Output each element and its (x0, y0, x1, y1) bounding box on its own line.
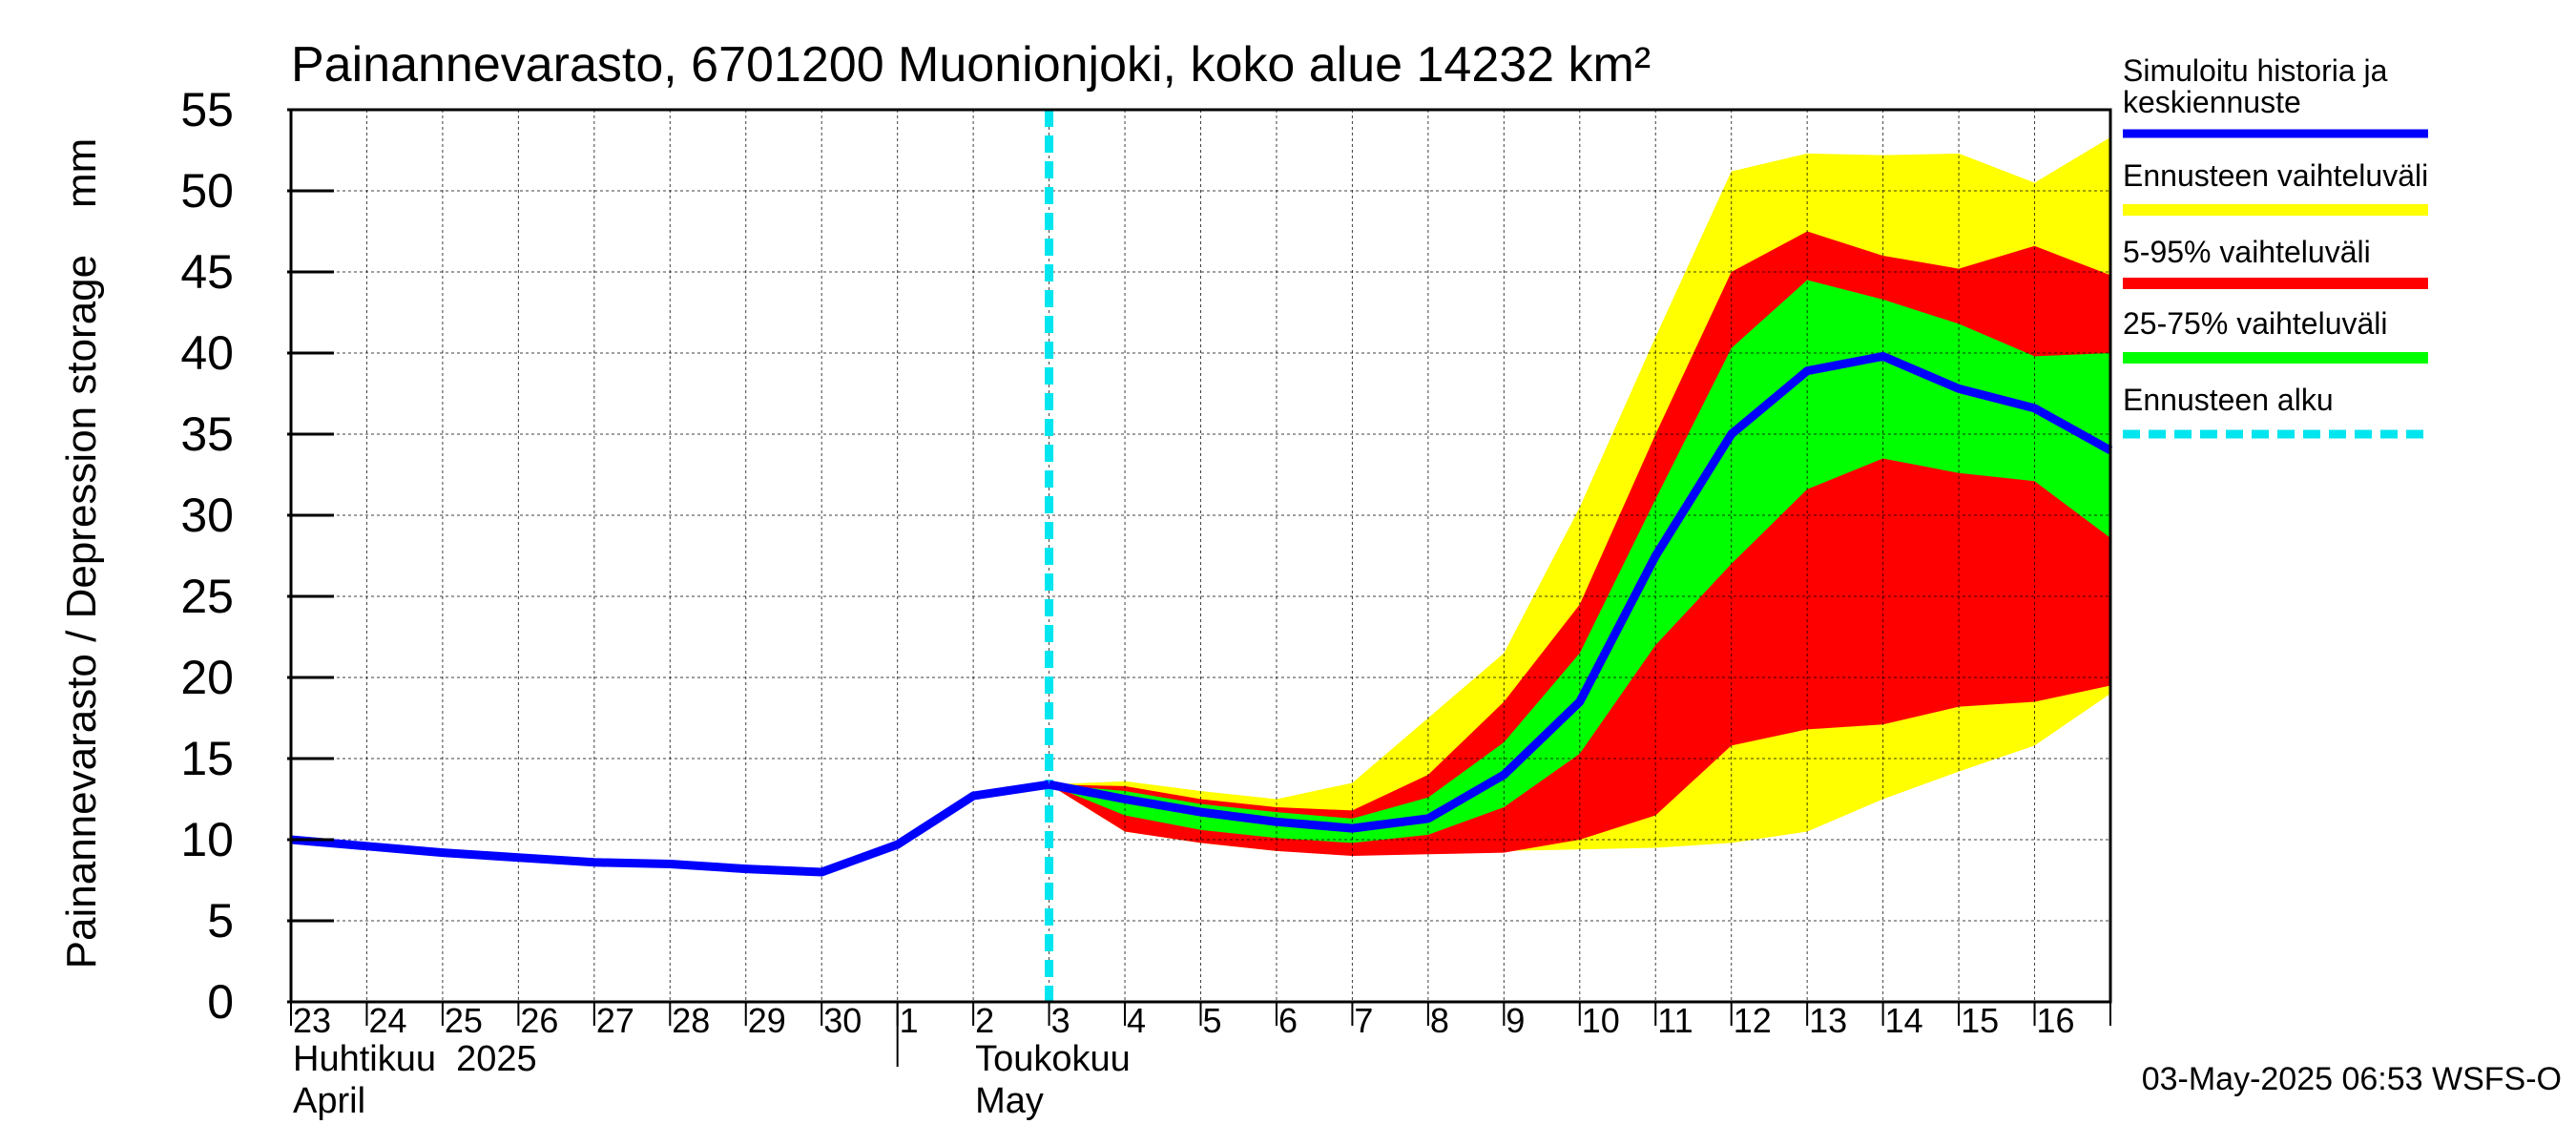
x-tick-label: 29 (748, 1001, 786, 1040)
forecast-bands (1049, 136, 2110, 856)
month-label-english: April (293, 1081, 365, 1121)
band-p25-75 (1049, 280, 2110, 843)
legend: Simuloitu historia ja keskiennuste Ennus… (2123, 53, 2428, 439)
x-tick-label: 25 (445, 1001, 483, 1040)
y-tick-label: 20 (180, 651, 234, 704)
x-tick-label: 14 (1885, 1001, 1923, 1040)
x-tick-label: 3 (1051, 1001, 1070, 1040)
y-tick-label: 25 (180, 570, 234, 623)
series-lines (290, 110, 2113, 1002)
y-tick-label: 5 (207, 894, 234, 947)
month-label: Huhtikuu 2025 (293, 1039, 537, 1079)
history-line (290, 780, 1050, 877)
y-axis-label: Painannevarasto / Depression storage mm (58, 138, 105, 969)
x-tick-label: 26 (520, 1001, 558, 1040)
axes (287, 108, 2112, 1067)
x-tick-label: 12 (1734, 1001, 1772, 1040)
y-tick-label: 35 (180, 407, 234, 461)
x-tick-label: 11 (1657, 1001, 1693, 1040)
x-tick-label: 13 (1809, 1001, 1847, 1040)
chart-title: Painannevarasto, 6701200 Muonionjoki, ko… (291, 37, 1651, 93)
x-tick-label: 4 (1127, 1001, 1146, 1040)
x-tick-label: 9 (1506, 1001, 1525, 1040)
x-tick-label: 1 (900, 1001, 919, 1040)
x-tick-label: 28 (672, 1001, 710, 1040)
x-tick-label: 2 (975, 1001, 994, 1040)
y-tick-label: 0 (207, 975, 234, 1029)
legend-p25-75-label: 25-75% vaihteluväli (2123, 306, 2388, 341)
y-tick-label: 50 (180, 164, 234, 218)
x-tick-label: 8 (1430, 1001, 1449, 1040)
legend-full-range-label: Ennusteen vaihteluväli (2123, 158, 2428, 193)
x-tick-label: 5 (1203, 1001, 1222, 1040)
month-label-english: May (975, 1081, 1044, 1121)
x-tick-label: 10 (1582, 1001, 1620, 1040)
y-tick-label: 15 (180, 732, 234, 785)
x-tick-label: 23 (293, 1001, 331, 1040)
x-tick-label: 6 (1278, 1001, 1298, 1040)
x-tick-label: 16 (2037, 1001, 2075, 1040)
month-label: Toukokuu (975, 1039, 1131, 1079)
x-tick-label: 15 (1961, 1001, 1999, 1040)
x-tick-label: 30 (823, 1001, 862, 1040)
y-tick-label: 30 (180, 489, 234, 542)
legend-history-label-line1: Simuloitu historia ja (2123, 53, 2388, 88)
y-tick-label: 10 (180, 813, 234, 866)
median-forecast-line (1048, 351, 2113, 833)
legend-forecast-start-label: Ennusteen alku (2123, 383, 2334, 417)
x-tick-label: 27 (596, 1001, 634, 1040)
legend-history-label-line2: keskiennuste (2123, 85, 2301, 119)
timestamp-footer: 03-May-2025 06:53 WSFS-O (2142, 1061, 2562, 1097)
y-tick-label: 40 (180, 326, 234, 380)
y-tick-label: 45 (180, 245, 234, 299)
x-tick-label: 7 (1354, 1001, 1373, 1040)
x-tick-label: 24 (368, 1001, 406, 1040)
y-tick-label: 55 (180, 83, 234, 136)
legend-p5-95-label: 5-95% vaihteluväli (2123, 235, 2371, 269)
